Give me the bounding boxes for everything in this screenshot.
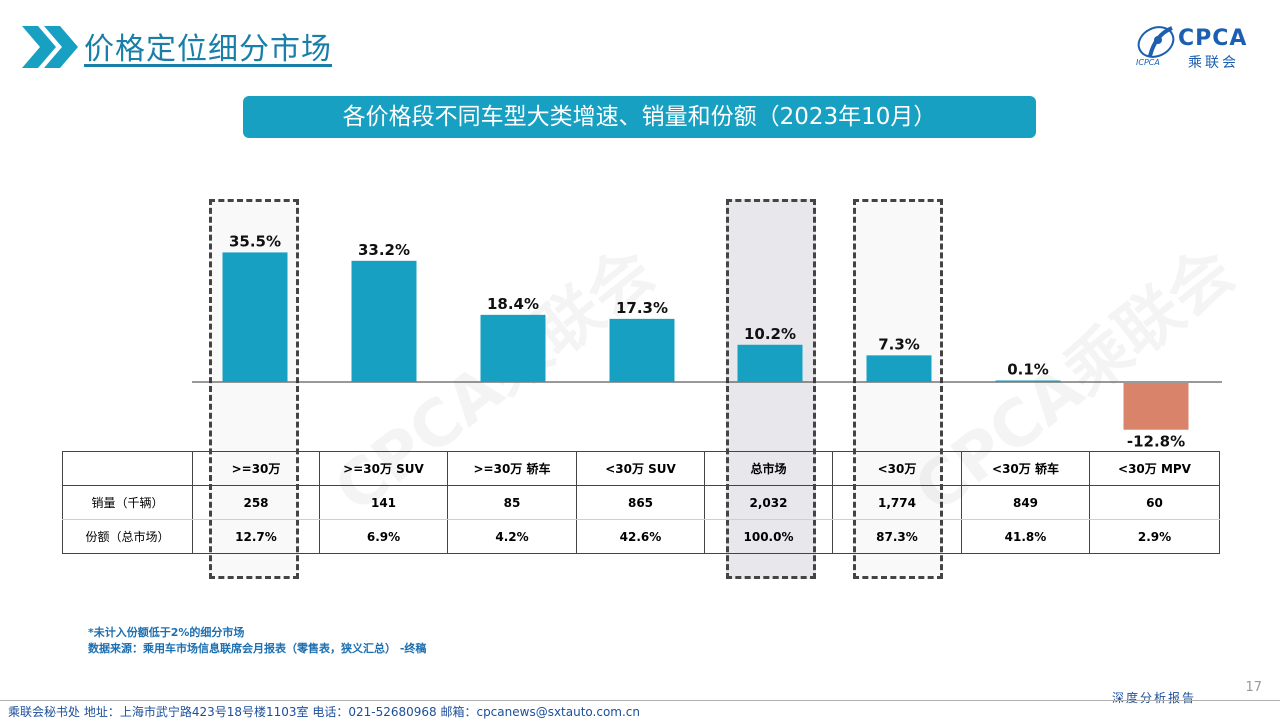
table-cell: 85 [447,485,577,520]
data-label-1: 33.2% [358,241,410,259]
logo-cpca-text: CPCA [1178,26,1248,51]
table-header-row: >=30万 >=30万 SUV >=30万 轿车 <30万 SUV 总市场 <3… [62,451,1220,486]
table-cell: 849 [961,485,1090,520]
table-cell: 141 [319,485,448,520]
table-header-cell [62,451,193,486]
table-cell: 100.0% [704,519,833,554]
table-header-cell: >=30万 SUV [319,451,448,486]
data-label-5: 7.3% [878,335,920,353]
table-row-label: 销量（千辆） [62,485,193,520]
highlight-box-under-30 [853,199,943,579]
chart-banner: 各价格段不同车型大类增速、销量和份额（2023年10月） [243,96,1036,138]
table-header-cell: <30万 SUV [576,451,705,486]
data-label-7: -12.8% [1127,433,1185,451]
table-header-cell: <30万 [832,451,962,486]
data-label-0: 35.5% [229,232,281,250]
table-cell: 865 [576,485,705,520]
bar-1 [351,260,417,382]
footer-divider [0,700,1280,701]
table-row-sales: 销量（千辆） 258 141 85 865 2,032 1,774 849 60 [62,485,1220,520]
cpca-emblem-icon [1137,26,1175,58]
table-cell: 258 [192,485,320,520]
table-cell: 87.3% [832,519,962,554]
page-number: 17 [1245,680,1262,695]
table-cell: 1,774 [832,485,962,520]
table-cell: 2.9% [1089,519,1220,554]
bar-3 [609,318,675,382]
page-title: 价格定位细分市场 [84,32,332,67]
table-row-label: 份额（总市场） [62,519,193,554]
bar-7 [1123,383,1189,430]
table-cell: 4.2% [447,519,577,554]
bar-6 [995,380,1061,382]
data-label-2: 18.4% [487,295,539,313]
table-cell: 6.9% [319,519,448,554]
table-cell: 12.7% [192,519,320,554]
table-header-cell: <30万 轿车 [961,451,1090,486]
bar-4 [737,344,803,382]
footer-address: 乘联会秘书处 地址：上海市武宁路423号18号楼1103室 电话：021-526… [8,705,641,719]
table-cell: 60 [1089,485,1220,520]
bar-2 [480,314,546,382]
data-label-4: 10.2% [744,325,796,343]
data-label-3: 17.3% [616,299,668,317]
table-cell: 42.6% [576,519,705,554]
table-header-cell: 总市场 [704,451,833,486]
bar-0 [222,252,288,382]
table-header-cell: >=30万 轿车 [447,451,577,486]
chevron-icon [22,26,78,68]
table-header-cell: <30万 MPV [1089,451,1220,486]
logo-en-text: ICPCA [1136,58,1160,67]
logo-cn-text: 乘联会 [1188,55,1239,71]
footnote-exclusion: *未计入份额低于2%的细分市场 [88,626,245,639]
footer-tag: 深度分析报告 [1112,691,1197,705]
highlight-box-high-end [209,199,299,579]
cpca-logo: CPCA 乘联会 ICPCA [1132,20,1262,76]
table-cell: 2,032 [704,485,833,520]
data-label-6: 0.1% [1007,361,1049,379]
bar-5 [866,355,932,382]
bar-chart: 35.5% 33.2% 18.4% 17.3% 10.2% 7.3% 0.1% -12.8% [192,232,1222,451]
table-cell: 41.8% [961,519,1090,554]
data-table: >=30万 >=30万 SUV >=30万 轿车 <30万 SUV 总市场 <3… [62,451,1220,554]
table-row-share: 份额（总市场） 12.7% 6.9% 4.2% 42.6% 100.0% 87.… [62,519,1220,554]
footnote-source: 数据来源：乘用车市场信息联席会月报表（零售表，狭义汇总） -终稿 [88,642,427,655]
table-header-cell: >=30万 [192,451,320,486]
